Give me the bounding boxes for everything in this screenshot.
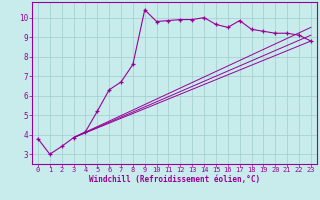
X-axis label: Windchill (Refroidissement éolien,°C): Windchill (Refroidissement éolien,°C) — [89, 175, 260, 184]
